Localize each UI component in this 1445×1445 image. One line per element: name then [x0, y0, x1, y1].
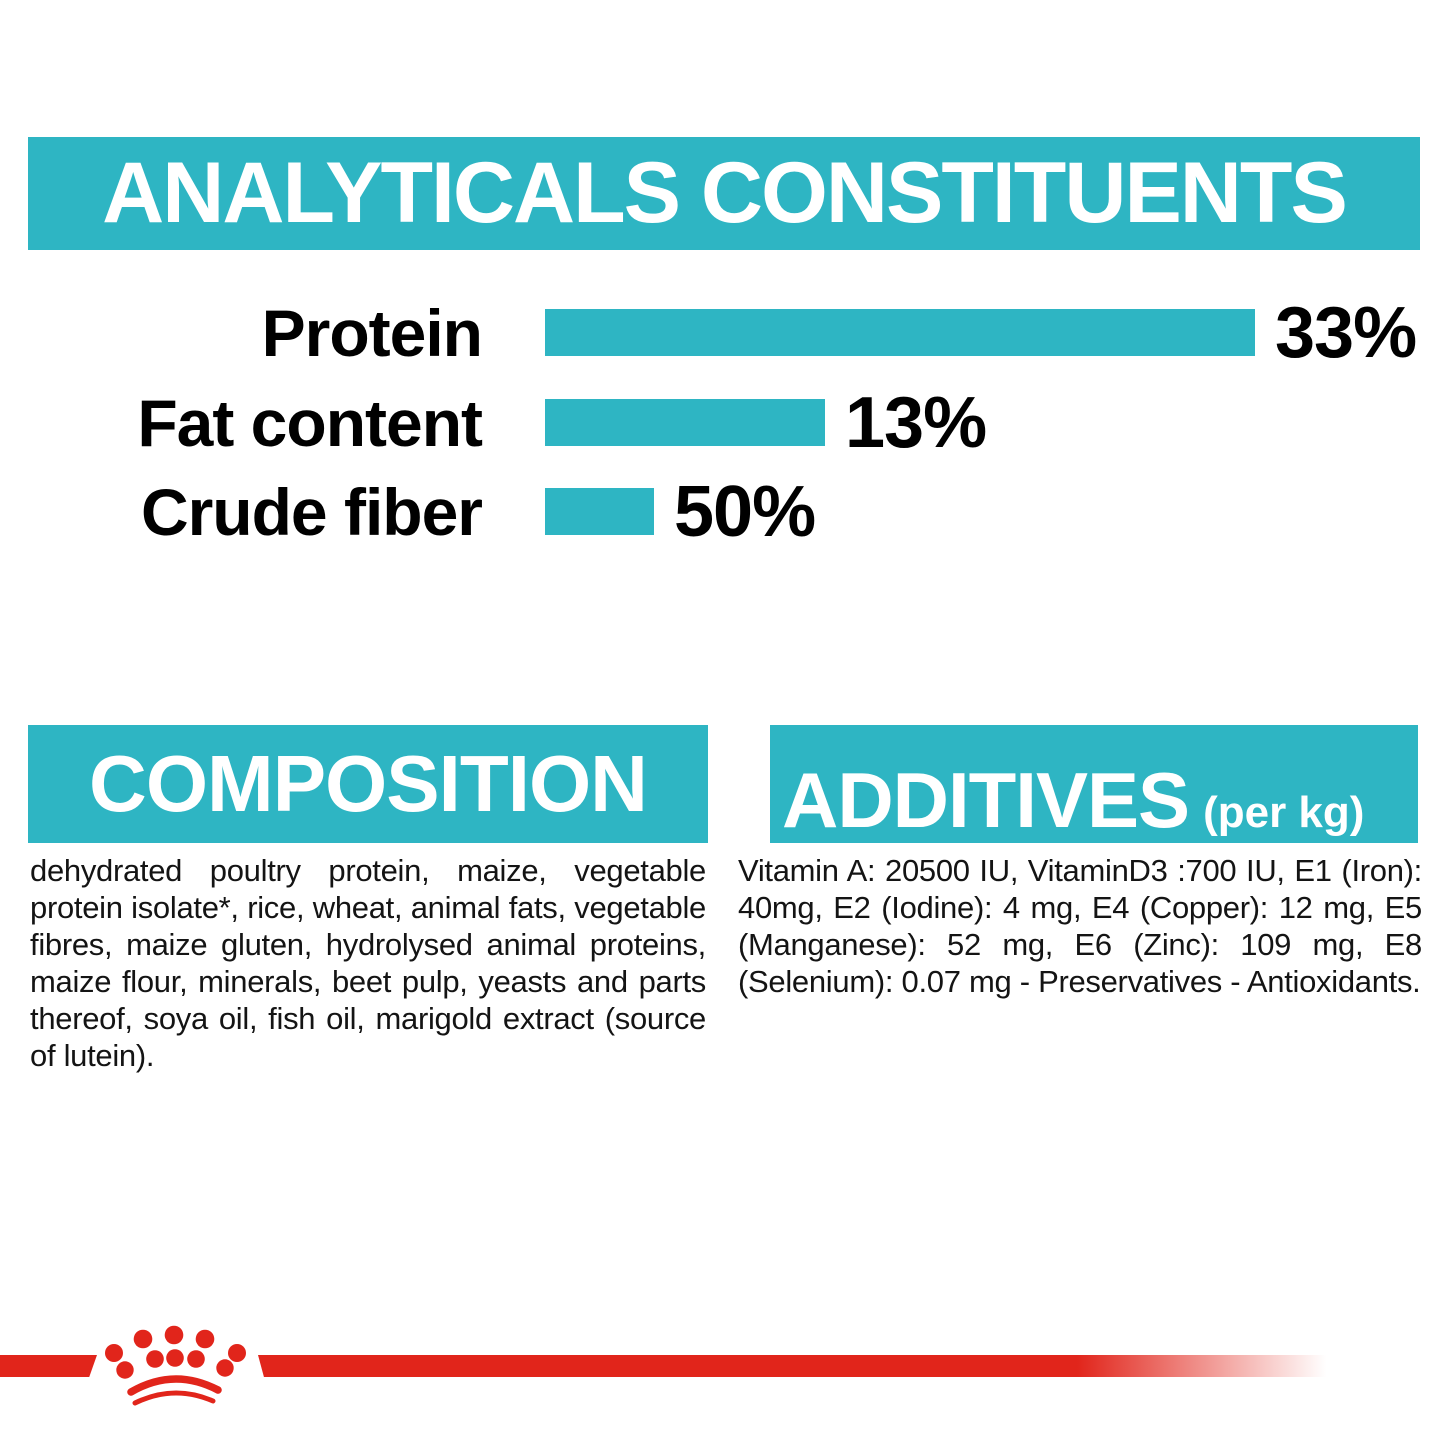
composition-text: dehydrated poultry protein, maize, veget…: [30, 853, 706, 1073]
protein-value: 33%: [1275, 292, 1417, 373]
additives-title: ADDITIVES: [782, 756, 1190, 844]
protein-label: Protein: [261, 295, 483, 370]
royal-canin-crown-icon: [105, 1325, 246, 1406]
crude-fiber-label: Crude fiber: [140, 474, 483, 549]
additives-banner: ADDITIVES (per kg): [770, 725, 1418, 844]
analyticals-constituents-banner: ANALYTICALS CONSTITUENTS: [28, 137, 1420, 250]
chart-row-fat-content: Fat content 13%: [0, 383, 1445, 463]
additives-per-kg-label: (per kg): [1203, 788, 1365, 837]
crude-fiber-value: 50%: [674, 471, 816, 552]
composition-banner: COMPOSITION: [28, 725, 708, 843]
fat-content-value: 13%: [845, 382, 987, 463]
protein-bar: [545, 309, 1255, 356]
composition-title: COMPOSITION: [89, 739, 648, 828]
footer-red-band-left: [0, 1355, 97, 1377]
additives-text: Vitamin A: 20500 IU, VitaminD3 :700 IU, …: [738, 853, 1422, 999]
analyticals-constituents-title: ANALYTICALS CONSTITUENTS: [102, 145, 1348, 241]
chart-row-crude-fiber: Crude fiber 50%: [0, 472, 1445, 552]
chart-row-protein: Protein 33%: [0, 293, 1445, 373]
fat-content-label: Fat content: [137, 385, 483, 460]
fat-content-bar: [545, 399, 825, 446]
footer-red-band-right: [258, 1355, 1445, 1377]
crude-fiber-bar: [545, 488, 654, 535]
